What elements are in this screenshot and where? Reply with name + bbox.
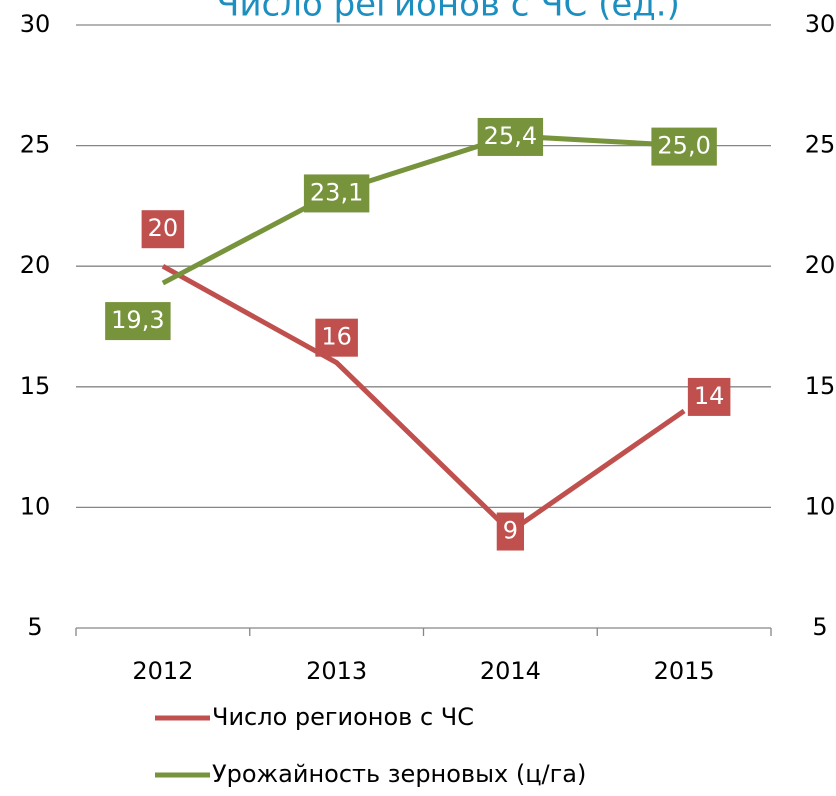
data-label: 23,1 — [310, 178, 363, 206]
data-label-box — [687, 377, 731, 416]
y2-tick-label: 5 — [812, 613, 827, 641]
y2-tick-label: 15 — [805, 372, 836, 400]
legend-label: Число регионов с ЧС — [212, 703, 474, 731]
data-label: 16 — [321, 323, 352, 351]
y2-tick-label: 25 — [805, 131, 836, 159]
y-tick-label: 15 — [20, 372, 51, 400]
data-label-box — [105, 302, 171, 341]
y2-tick-label: 10 — [805, 492, 836, 520]
y-tick-label: 10 — [20, 492, 51, 520]
data-label-box — [651, 127, 717, 166]
y-tick-label: 20 — [20, 251, 51, 279]
data-label-box — [496, 512, 525, 551]
x-tick-label: 2015 — [654, 657, 715, 685]
y2-tick-label: 20 — [805, 251, 836, 279]
data-label-box — [315, 318, 358, 357]
legend-label: Урожайность зерновых (ц/га) — [212, 760, 586, 788]
x-tick-label: 2012 — [132, 657, 193, 685]
data-label-box — [303, 174, 370, 213]
data-label: 20 — [148, 214, 179, 242]
x-tick-label: 2014 — [480, 657, 541, 685]
x-tick-label: 2013 — [306, 657, 367, 685]
series-line — [161, 133, 685, 286]
y-tick-label: 30 — [20, 10, 51, 38]
data-label-box — [477, 117, 544, 156]
data-label-box — [141, 210, 185, 249]
series-line — [161, 264, 686, 535]
data-label: 19,3 — [111, 306, 164, 334]
y-tick-label: 5 — [27, 613, 42, 641]
data-label: 25,0 — [657, 132, 710, 160]
y-tick-label: 25 — [20, 131, 51, 159]
chart-title: Число регионов с ЧС (ед.) — [216, 0, 680, 25]
y2-tick-label: 30 — [805, 10, 836, 38]
data-label: 14 — [694, 382, 725, 410]
data-label: 9 — [503, 517, 518, 545]
data-label: 25,4 — [484, 122, 537, 150]
